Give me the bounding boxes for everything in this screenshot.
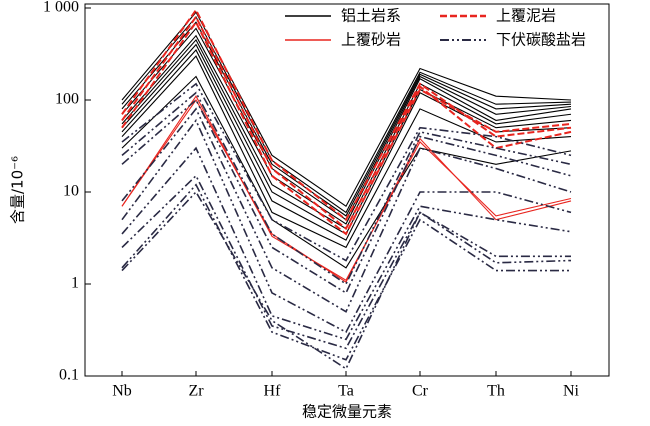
legend-label: 下伏碳酸盐岩 — [496, 31, 586, 49]
legend-bg — [436, 29, 601, 51]
series-line — [121, 14, 572, 231]
series-line — [121, 183, 571, 361]
series-line — [121, 11, 572, 208]
legend-bg — [281, 29, 401, 51]
series-line — [121, 20, 572, 236]
y-tick-label: 1 000 — [43, 0, 79, 16]
legend-label: 铝土岩系 — [341, 7, 401, 25]
series-line — [121, 38, 572, 230]
y-tick-label: 10 — [63, 183, 79, 200]
y-tick-label: 0.1 — [59, 367, 79, 384]
series-line — [121, 98, 572, 283]
x-tick-label: Ni — [563, 383, 580, 400]
legend-bg — [281, 5, 401, 27]
x-tick-label: Ta — [338, 383, 354, 400]
series-line — [121, 21, 572, 217]
series-line — [121, 34, 572, 225]
x-tick-label: Hf — [264, 383, 282, 400]
legend-label: 上覆泥岩 — [496, 7, 556, 25]
series-line — [121, 75, 572, 269]
series-line — [121, 146, 572, 341]
series-line — [121, 118, 572, 334]
plot-frame — [84, 3, 610, 377]
legend-bg — [436, 5, 601, 27]
x-tick-label: Nb — [112, 383, 132, 400]
series-line — [121, 82, 572, 262]
series-line — [121, 174, 571, 350]
y-tick-label: 1 — [71, 275, 79, 292]
series-line — [121, 15, 572, 214]
series-line — [121, 107, 572, 313]
x-tick-label: Zr — [188, 383, 204, 400]
x-tick-label: Cr — [412, 383, 429, 400]
legend-label: 上覆砂岩 — [341, 31, 401, 49]
y-tick-label: 100 — [55, 91, 79, 108]
series-line — [121, 98, 572, 295]
series-line — [121, 55, 572, 249]
series-line — [121, 95, 572, 281]
series-line — [121, 91, 572, 286]
series-line — [121, 8, 572, 222]
x-tick-label: Th — [487, 383, 505, 400]
x-axis-label: 稳定微量元素 — [302, 403, 392, 421]
y-axis-label: 含量/10⁻⁶ — [9, 156, 27, 224]
